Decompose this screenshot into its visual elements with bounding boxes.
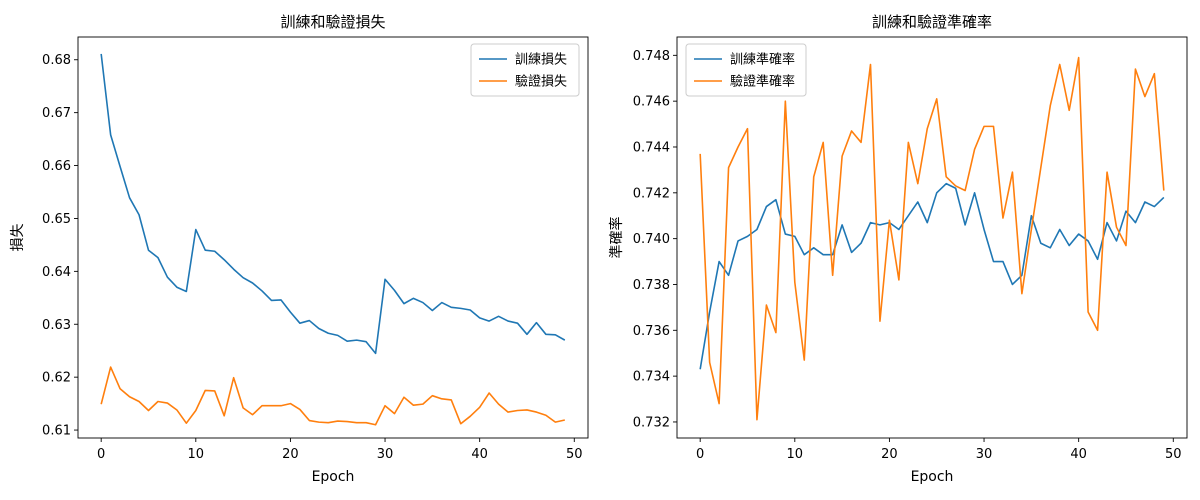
x-tick-label: 50 bbox=[1165, 447, 1182, 462]
series-line-1 bbox=[100, 53, 566, 355]
x-axis-label: Epoch bbox=[312, 469, 355, 485]
chart-title: 訓練和驗證損失 bbox=[280, 13, 385, 31]
y-tick-label: 0.732 bbox=[633, 415, 670, 430]
y-tick-label: 0.740 bbox=[633, 232, 670, 247]
axes-frame bbox=[77, 36, 589, 439]
chart-2: 0 10 20 30 40 50 0.732 0.734 0.736 0.738 0.740 0.74… bbox=[608, 13, 1188, 485]
y-tick-label: 0.65 bbox=[42, 212, 71, 227]
y-tick-label: 0.736 bbox=[633, 324, 670, 339]
x-tick-label: 0 bbox=[696, 447, 704, 462]
legend-label-2: 驗證損失 bbox=[515, 74, 567, 90]
x-tick-label: 30 bbox=[976, 447, 993, 462]
x-axis-label: Epoch bbox=[911, 469, 954, 485]
y-tick-label: 0.63 bbox=[42, 318, 71, 333]
y-tick-label: 0.61 bbox=[42, 424, 71, 439]
series-line-2 bbox=[699, 56, 1165, 421]
y-axis-label: 損失 bbox=[10, 224, 26, 252]
legend-box bbox=[470, 43, 580, 97]
x-tick-label: 30 bbox=[377, 447, 394, 462]
y-axis-label: 準確率 bbox=[608, 217, 625, 259]
x-tick-label: 40 bbox=[471, 447, 488, 462]
y-tick-label: 0.64 bbox=[42, 265, 71, 280]
legend-label-1: 訓練準確率 bbox=[730, 52, 795, 68]
y-tick-label: 0.744 bbox=[633, 140, 670, 155]
x-tick-label: 10 bbox=[188, 447, 205, 462]
x-tick-label: 20 bbox=[282, 447, 299, 462]
x-tick-label: 0 bbox=[97, 447, 105, 462]
legend-label-2: 驗證準確率 bbox=[730, 74, 795, 90]
y-tick-label: 0.62 bbox=[42, 371, 71, 386]
y-tick-label: 0.738 bbox=[633, 278, 670, 293]
series-line-1 bbox=[699, 182, 1165, 370]
x-tick-label: 40 bbox=[1070, 447, 1087, 462]
y-tick-label: 0.746 bbox=[633, 95, 670, 110]
y-tick-label: 0.748 bbox=[633, 49, 670, 64]
x-tick-label: 10 bbox=[787, 447, 804, 462]
y-tick-label: 0.742 bbox=[633, 186, 670, 201]
y-tick-label: 0.68 bbox=[42, 53, 71, 68]
legend-label-1: 訓練損失 bbox=[515, 52, 567, 68]
legend-box bbox=[685, 43, 807, 97]
x-tick-label: 20 bbox=[881, 447, 898, 462]
chart-1: 0 10 20 30 40 50 0.61 0.62 0.63 0.64 0.65 0.66 0.67 0… bbox=[10, 13, 589, 485]
axes-frame bbox=[676, 36, 1188, 439]
series-line-2 bbox=[100, 366, 565, 426]
chart-title: 訓練和驗證準確率 bbox=[872, 13, 992, 31]
y-tick-label: 0.734 bbox=[633, 370, 670, 385]
y-tick-label: 0.66 bbox=[42, 159, 71, 174]
y-tick-label: 0.67 bbox=[42, 106, 71, 121]
x-tick-label: 50 bbox=[566, 447, 583, 462]
